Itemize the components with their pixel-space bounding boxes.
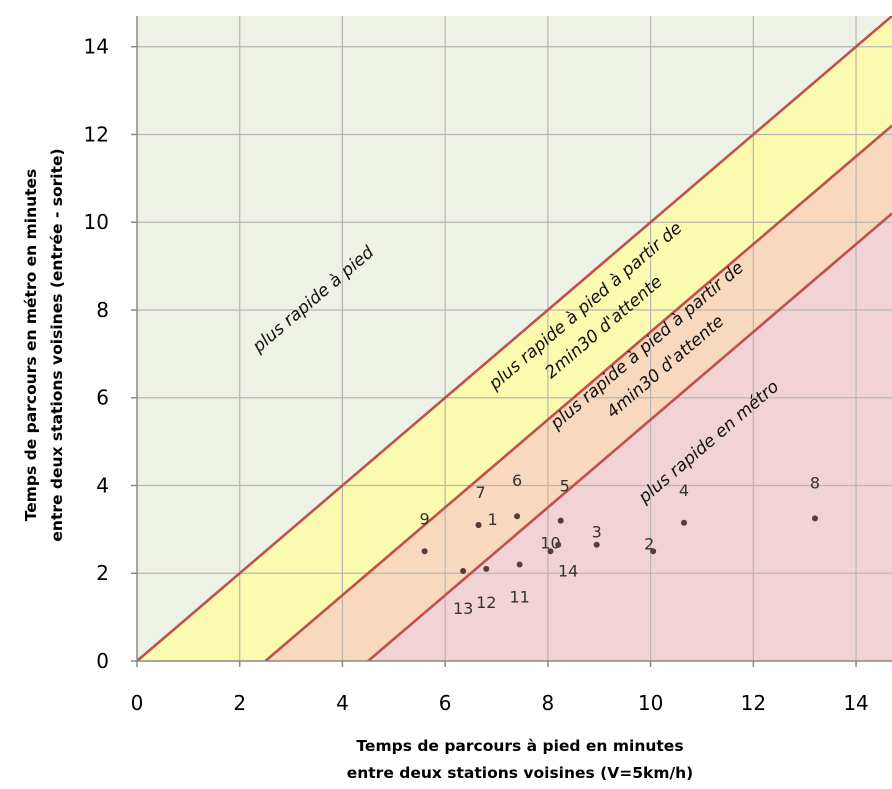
data-point-label-7: 7 [475,483,485,502]
data-point-label-4: 4 [679,481,689,500]
x-axis-title-line-2: entre deux stations voisines (V=5km/h) [347,764,694,782]
data-point-label-14: 14 [558,562,578,581]
x-tick-label: 10 [638,691,663,715]
data-point-label-9: 9 [420,509,430,528]
data-point-label-3: 3 [592,523,602,542]
data-point-label-10: 10 [540,533,560,552]
data-point-5 [557,517,564,524]
x-axis-title-line-1: Temps de parcours à pied en minutes [356,737,683,755]
data-point-label-13: 13 [453,599,473,618]
x-tick-label: 2 [233,691,246,715]
data-point-13 [460,568,467,575]
y-tick-label: 0 [96,649,109,673]
x-tick-label: 12 [741,691,766,715]
data-point-8 [811,515,818,522]
data-point-10 [547,548,554,555]
y-axis-title-line-2: entre deux stations voisines (entrée - s… [48,148,66,541]
data-point-label-6: 6 [512,471,522,490]
y-tick-label: 4 [96,473,109,497]
boundary-line-2 [264,124,892,661]
y-tick-label: 2 [96,561,109,585]
x-tick-label: 14 [843,691,868,715]
y-tick-label: 8 [96,298,109,322]
boundary-line-1 [137,16,892,661]
data-point-11 [516,561,523,568]
data-point-label-12: 12 [476,593,496,612]
data-point-12 [483,565,490,572]
data-point-label-11: 11 [509,587,529,606]
x-tick-label: 6 [439,691,452,715]
y-tick-label: 14 [84,35,109,59]
data-point-label-8: 8 [810,473,820,492]
data-point-7 [475,521,482,528]
data-point-label-1: 1 [487,510,497,529]
y-tick-label: 12 [84,122,109,146]
data-point-3 [593,541,600,548]
boundary-line-3 [367,212,892,661]
data-point-label-5: 5 [560,477,570,496]
data-point-14 [555,541,562,548]
x-tick-label: 8 [542,691,555,715]
x-tick-label: 4 [336,691,349,715]
x-tick-label: 0 [131,691,144,715]
y-axis-title-line-1: Temps de parcours en métro en minutes [22,169,40,522]
data-point-4 [680,519,687,526]
data-point-6 [514,513,521,520]
data-point-label-2: 2 [644,534,654,553]
y-tick-label: 6 [96,386,109,410]
data-point-2 [650,548,657,555]
data-point-9 [421,548,428,555]
y-tick-label: 10 [84,210,109,234]
